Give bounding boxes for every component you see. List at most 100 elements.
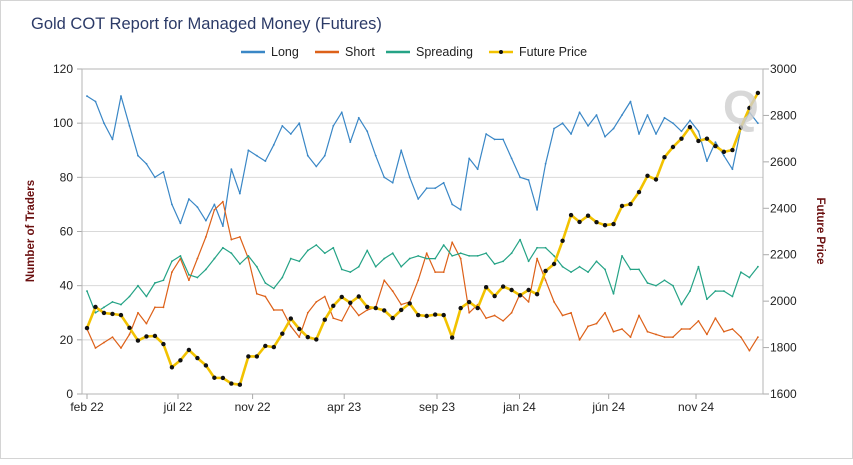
data-point	[204, 236, 207, 238]
data-point	[585, 213, 591, 218]
data-point	[587, 271, 589, 274]
data-point	[221, 246, 224, 249]
data-point	[152, 333, 158, 339]
data-point	[636, 189, 642, 195]
legend: Long Short Spreading Future Price	[241, 45, 587, 59]
data-point	[305, 334, 311, 340]
data-point	[391, 181, 394, 184]
data-point	[551, 261, 557, 267]
data-point	[706, 160, 708, 162]
x-tick-label: nov 22	[235, 400, 271, 414]
data-point	[288, 316, 294, 321]
data-point	[357, 116, 360, 119]
data-point	[466, 299, 472, 305]
data-point	[756, 336, 759, 339]
data-point	[553, 301, 555, 303]
data-point	[519, 238, 522, 241]
data-point	[502, 319, 505, 322]
data-point	[459, 257, 462, 260]
data-point	[323, 295, 326, 298]
data-point	[595, 114, 598, 116]
data-point	[128, 124, 131, 127]
data-point	[390, 315, 395, 321]
x-tick-label: nov 24	[678, 400, 714, 414]
legend-item-future-price: Future Price	[489, 45, 587, 59]
data-point	[186, 347, 192, 353]
data-point	[408, 257, 411, 260]
data-point	[653, 177, 659, 182]
data-point	[417, 279, 420, 282]
data-point	[502, 260, 505, 263]
data-point	[468, 311, 471, 314]
data-point	[246, 354, 251, 359]
data-point	[697, 130, 700, 133]
data-point	[747, 105, 752, 111]
axes: 0 20 40 60 80 100 120 1600 1800 2000 2200 2400 2600 2…	[53, 62, 797, 414]
data-point	[213, 203, 216, 206]
series-short	[86, 200, 759, 352]
data-point	[230, 238, 233, 241]
data-point	[755, 90, 761, 96]
data-point	[434, 257, 437, 260]
data-point	[536, 246, 538, 249]
data-point	[144, 334, 149, 339]
data-point	[339, 294, 344, 300]
data-point	[646, 330, 649, 333]
data-point	[94, 100, 97, 103]
data-point	[407, 301, 412, 306]
y-left-tick-label: 80	[60, 170, 74, 184]
data-point	[298, 122, 301, 125]
data-point	[604, 135, 606, 138]
data-point	[280, 331, 285, 336]
data-point	[687, 124, 693, 130]
data-point	[561, 265, 564, 268]
data-point	[578, 265, 581, 268]
data-point	[383, 279, 386, 282]
data-point	[672, 336, 674, 339]
data-point	[621, 328, 623, 330]
y-axis-right-title: Future Price	[814, 197, 826, 264]
data-point	[255, 265, 258, 268]
data-point	[374, 154, 377, 157]
data-point	[740, 271, 742, 274]
y-axis-left-title: Number of Traders	[25, 180, 37, 282]
data-point	[714, 317, 717, 320]
data-point	[621, 254, 623, 257]
data-point	[629, 100, 632, 103]
data-point	[400, 149, 403, 152]
data-point	[289, 325, 292, 328]
data-point	[731, 295, 734, 298]
data-point	[374, 265, 377, 268]
data-point	[229, 381, 234, 386]
data-point	[536, 257, 538, 260]
y-right-tick-label: 1600	[770, 387, 797, 401]
data-point	[655, 333, 657, 336]
data-point	[264, 160, 267, 162]
data-point	[493, 138, 496, 141]
data-point	[357, 314, 360, 317]
data-point	[213, 257, 216, 260]
legend-label: Future Price	[519, 45, 587, 59]
data-point	[145, 295, 148, 298]
data-point	[663, 116, 666, 119]
data-point	[638, 314, 640, 317]
x-tick-label: sep 23	[419, 400, 455, 414]
legend-label: Spreading	[416, 45, 473, 59]
data-point	[221, 200, 224, 203]
y-left-tick-label: 100	[53, 116, 73, 130]
data-point	[162, 279, 165, 282]
data-point	[154, 176, 156, 179]
data-point	[424, 313, 429, 319]
data-point	[400, 265, 403, 268]
data-point	[135, 338, 141, 343]
data-point	[706, 333, 708, 336]
data-point	[161, 341, 166, 347]
data-point	[120, 95, 122, 97]
data-point	[323, 154, 326, 157]
y-right-tick-label: 2800	[770, 108, 797, 122]
logo-watermark-icon: Q	[723, 81, 759, 133]
data-point	[670, 144, 676, 150]
data-point	[204, 219, 207, 222]
data-point	[315, 301, 318, 303]
data-point	[646, 114, 649, 116]
